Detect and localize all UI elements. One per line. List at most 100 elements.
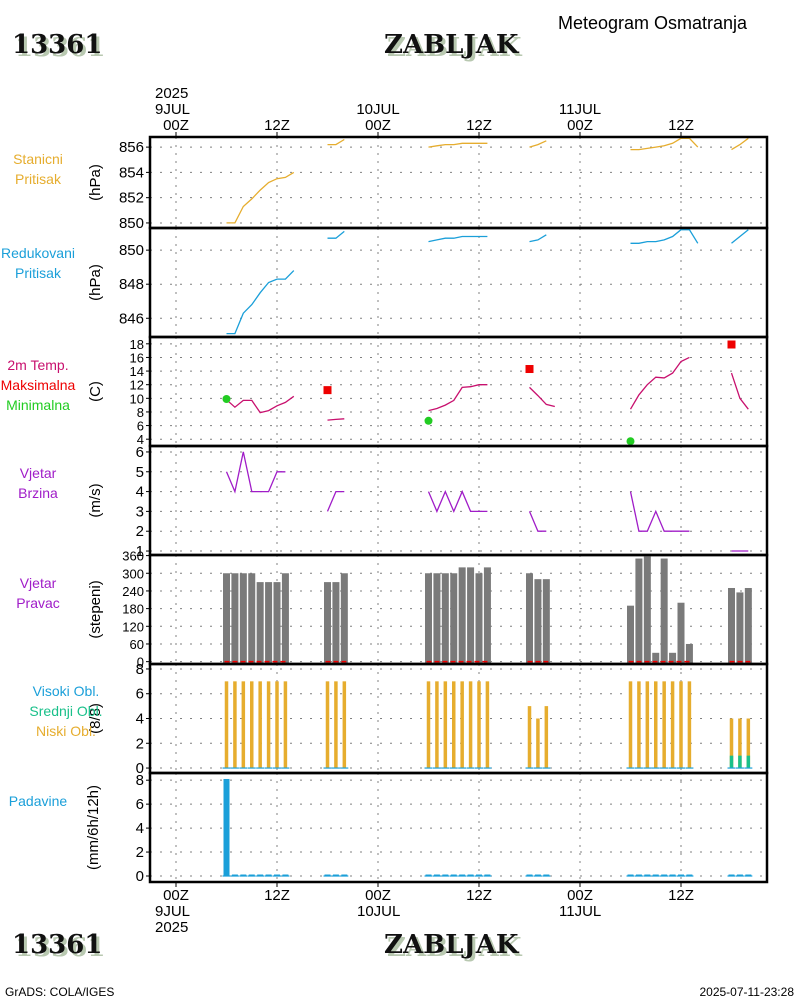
time-label-top: 12Z [264,117,290,134]
bar-padavine-padavine [686,874,693,877]
footer-credit: GrADS: COLA/IGES [5,985,115,999]
panel-stanicni: 850 852 854 856 (hPa) Stanicni Pritisak [13,135,769,232]
bar-oblacnost-niski-obl- [670,681,675,769]
bar-vjetar_pravac-vjetar-pravac [441,573,449,664]
bar-vjetar_pravac-vjetar-pravac [542,579,550,664]
panel-oblacnost: 0 2 4 6 8 (8/8) Visoki Obl. Srednji Obl. Niski O… [29,661,769,777]
y-axis-label: (hPa) [87,264,104,301]
footer-timestamp: 2025-07-11-23:28 [699,985,794,999]
panel-label: Maksimalna [1,377,76,393]
series-line-redukovani [428,235,488,243]
bar-vjetar_pravac-vjetar-pravac [433,573,441,664]
y-axis-label: (mm/6h/12h) [85,785,102,870]
bar-oblacnost-niski-obl- [536,718,540,769]
bar-vjetar_pravac-vjetar-pravac [273,582,281,664]
panel-frame [148,226,769,339]
bar-vjetar_pravac-vjetar-pravac [425,573,432,664]
bar-padavine-padavine [324,874,331,877]
station-name-top: ZABLJAK [384,30,519,60]
bar-vjetar_pravac-vjetar-pravac [332,582,340,664]
time-label-top: 00Z [365,117,391,134]
bar-padavine-padavine [425,874,432,877]
bar-oblacnost-niski-obl- [477,681,481,769]
series-line-temperatura [730,372,749,410]
panel-frame [148,771,769,884]
bar-padavine-padavine [248,874,255,877]
bar-padavine-padavine [231,874,238,877]
bar-oblacnost-niski-obl- [687,681,692,769]
bar-padavine-padavine [652,874,659,877]
panel-label: Visoki Obl. [33,683,100,699]
bar-oblacnost-niski-obl- [662,681,666,769]
bar-oblacnost-niski-obl- [266,681,271,769]
bar-vjetar_pravac-vjetar-pravac [669,652,677,664]
bar-padavine-padavine [627,874,634,877]
y-tick-label: 848 [119,276,144,293]
bar-oblacnost-niski-obl- [628,681,633,769]
bar-vjetar_pravac-vjetar-pravac [281,573,289,664]
bar-oblacnost-niski-obl- [729,718,734,769]
bar-vjetar_pravac-vjetar-pravac [685,643,693,664]
time-label-top: 2025 [155,85,188,102]
panel-label: Stanicni [13,151,63,167]
y-tick-label: 5 [136,464,144,481]
y-axis-label: (C) [87,381,104,402]
bar-oblacnost-niski-obl- [258,681,262,769]
y-tick-label: 4 [136,820,144,837]
series-line-stanicni [529,140,547,148]
panel-label: Niski Obl. [36,723,96,739]
panel-padavine: 0 2 4 6 8 (mm/6h/12h) Padavine [9,771,769,885]
station-name-bottom: ZABLJAK [384,930,519,960]
series-line-temperatura [629,356,690,410]
time-label-top: 12Z [466,117,492,134]
y-tick-label: 852 [119,190,144,207]
time-label-bottom: 00Z [567,887,593,904]
bar-padavine-padavine [467,874,474,877]
y-tick-label: 360 [122,549,144,564]
tmax-marker [727,340,736,349]
y-tick-label: 1 [136,543,144,560]
bar-vjetar_pravac-vjetar-pravac [256,582,264,664]
time-label-top: 12Z [668,117,694,134]
y-tick-label: 2 [136,844,144,861]
panel-label: Srednji Obl. [29,703,102,719]
bar-oblacnost-niski-obl- [426,681,431,769]
bar-padavine-padavine [341,874,348,877]
bar-vjetar_pravac-vjetar-pravac [324,582,331,664]
y-tick-label: 850 [119,215,144,232]
bar-oblacnost-srednji-obl- [729,755,734,769]
time-label-bottom: 9JUL [155,903,190,920]
bar-padavine-padavine [223,778,230,877]
y-tick-label: 120 [122,619,144,634]
bar-vjetar_pravac-vjetar-pravac [534,579,542,664]
y-tick-label: 300 [122,566,144,581]
time-label-bottom: 00Z [163,887,189,904]
panel-label: Brzina [18,485,58,501]
time-label-bottom: 12Z [466,887,492,904]
bar-padavine-padavine [745,874,752,877]
bar-oblacnost-niski-obl- [452,681,456,769]
series-line-temperatura [327,418,345,421]
tmax-marker [525,365,534,374]
bar-vjetar_pravac-vjetar-pravac [728,587,735,664]
bar-oblacnost-srednji-obl- [746,755,751,769]
panel-label: Redukovani [1,245,75,261]
time-label-bottom: 10JUL [357,903,400,920]
series-line-stanicni [731,137,749,151]
panel-frame [148,335,769,448]
bar-vjetar_pravac-vjetar-pravac [239,573,247,664]
station-id-bottom: 13361 [12,930,103,960]
time-label-bottom: 00Z [365,887,391,904]
y-axis-label: (8/8) [87,703,104,734]
tmin-marker [626,437,635,446]
y-axis-label: (stepeni) [87,580,104,638]
y-tick-label: 0 [136,760,144,777]
series-line-stanicni [327,138,345,146]
y-tick-label: 60 [130,637,144,652]
bar-padavine-padavine [644,874,651,877]
series-line-vjetar_brzina [528,511,547,532]
bar-padavine-padavine [274,874,280,877]
bar-oblacnost-niski-obl- [485,681,490,769]
series-line-temperatura [226,395,295,414]
